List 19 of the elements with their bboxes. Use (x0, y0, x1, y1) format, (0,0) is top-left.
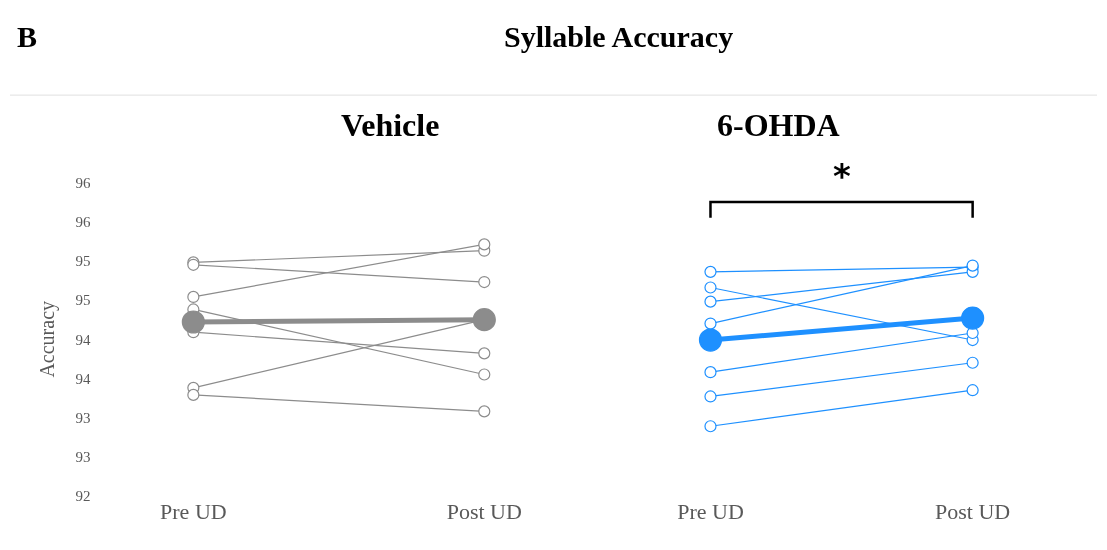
y-tick-label: 94 (75, 370, 92, 387)
y-tick-label: 96 (75, 174, 92, 191)
annotation: * (833, 156, 851, 196)
x-tick-label: Pre UD (677, 499, 744, 525)
x-tick-label: Post UD (446, 499, 522, 525)
y-axis-title: Accuracy (36, 300, 60, 378)
y-tick-label: 93 (75, 449, 91, 466)
y-tick-label: 96 (75, 213, 92, 230)
y-tick-label: 95 (75, 253, 91, 270)
y-tick-label: 95 (75, 292, 91, 309)
y-tick-label: 93 (75, 409, 91, 426)
x-tick-label: Post UD (935, 499, 1011, 525)
y-tick-label: 94 (75, 331, 92, 348)
y-tick-label: 92 (75, 488, 91, 505)
text: Syllable Accuracy (504, 20, 734, 53)
chart-title: Vehicle (341, 107, 440, 143)
chart-title: 6-OHDA (717, 107, 840, 143)
x-tick-label: Pre UD (160, 499, 227, 525)
text: B (17, 20, 38, 53)
